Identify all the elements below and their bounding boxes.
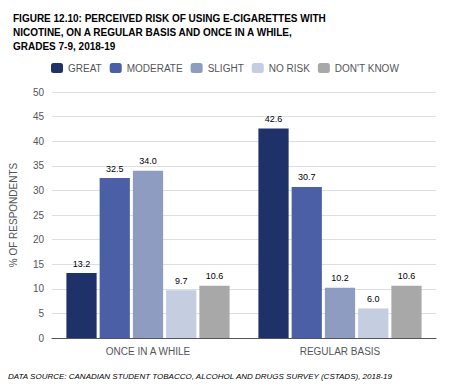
svg-text:10: 10 bbox=[33, 283, 45, 294]
svg-text:30: 30 bbox=[33, 185, 45, 196]
svg-text:25: 25 bbox=[33, 210, 45, 221]
svg-text:10.2: 10.2 bbox=[331, 273, 349, 283]
svg-text:GREAT: GREAT bbox=[68, 63, 102, 74]
svg-text:15: 15 bbox=[33, 259, 45, 270]
svg-text:13.2: 13.2 bbox=[73, 259, 91, 269]
svg-text:32.5: 32.5 bbox=[106, 164, 124, 174]
svg-text:9.7: 9.7 bbox=[175, 276, 188, 286]
svg-text:6.0: 6.0 bbox=[367, 294, 380, 304]
svg-text:REGULAR BASIS: REGULAR BASIS bbox=[300, 346, 381, 357]
svg-text:FIGURE 12.10: PERCEIVED RISK O: FIGURE 12.10: PERCEIVED RISK OF USING E-… bbox=[13, 13, 326, 24]
svg-text:MODERATE: MODERATE bbox=[127, 63, 183, 74]
svg-text:20: 20 bbox=[33, 234, 45, 245]
svg-text:42.6: 42.6 bbox=[265, 114, 283, 124]
svg-text:% OF RESPONDENTS: % OF RESPONDENTS bbox=[8, 162, 19, 267]
svg-text:GRADES 7-9, 2018-19: GRADES 7-9, 2018-19 bbox=[13, 41, 116, 52]
svg-text:5: 5 bbox=[38, 308, 44, 319]
svg-text:SLIGHT: SLIGHT bbox=[208, 63, 244, 74]
svg-text:40: 40 bbox=[33, 136, 45, 147]
svg-text:DON'T KNOW: DON'T KNOW bbox=[335, 63, 400, 74]
svg-text:50: 50 bbox=[33, 87, 45, 98]
svg-text:30.7: 30.7 bbox=[298, 172, 316, 182]
svg-text:0: 0 bbox=[38, 333, 44, 344]
svg-text:10.6: 10.6 bbox=[398, 271, 416, 281]
svg-text:45: 45 bbox=[33, 111, 45, 122]
svg-text:10.6: 10.6 bbox=[206, 271, 224, 281]
svg-text:35: 35 bbox=[33, 160, 45, 171]
svg-text:NO RISK: NO RISK bbox=[269, 63, 310, 74]
svg-text:ONCE IN A WHILE: ONCE IN A WHILE bbox=[106, 346, 191, 357]
svg-text:DATA SOURCE: CANADIAN STUDENT: DATA SOURCE: CANADIAN STUDENT TOBACCO, A… bbox=[8, 372, 392, 381]
svg-text:34.0: 34.0 bbox=[139, 156, 157, 166]
svg-text:NICOTINE, ON A REGULAR BASIS A: NICOTINE, ON A REGULAR BASIS AND ONCE IN… bbox=[13, 27, 292, 38]
